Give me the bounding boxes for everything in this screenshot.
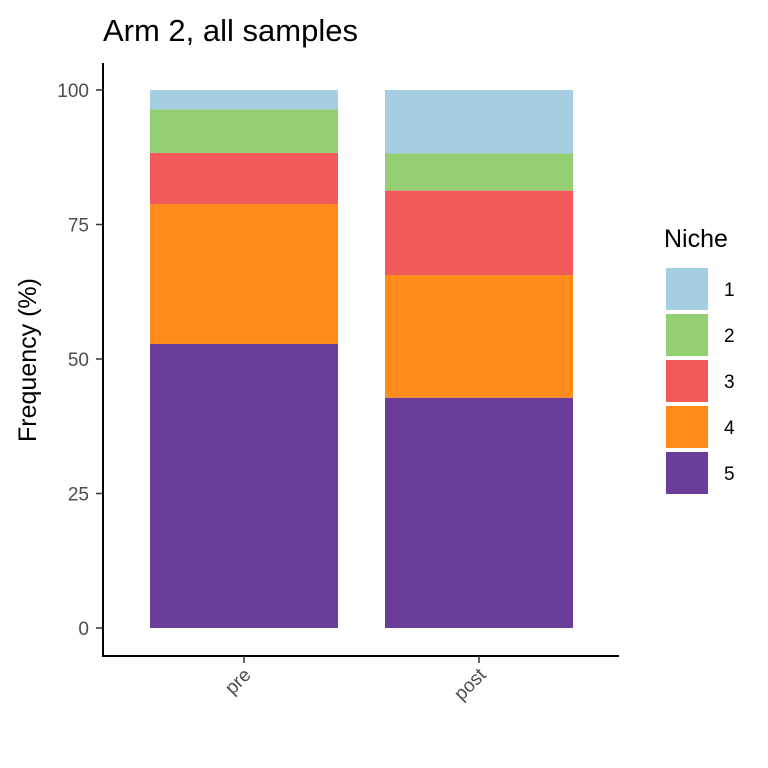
- legend-label-2: 2: [724, 326, 735, 347]
- legend-label-4: 4: [724, 418, 735, 439]
- y-tick-label: 0: [78, 619, 89, 640]
- axes-group: [102, 63, 619, 657]
- y-tick-label: 75: [68, 216, 89, 237]
- legend-key-3: [666, 360, 708, 402]
- bar-pre-niche-4: [150, 204, 338, 344]
- bar-post-niche-1: [385, 90, 573, 154]
- y-tick-label: 50: [68, 350, 89, 371]
- x-tick-label-post: post: [450, 664, 491, 705]
- bar-post-niche-2: [385, 153, 573, 191]
- chart-title: Arm 2, all samples: [103, 13, 358, 48]
- legend-key-2: [666, 314, 708, 356]
- legend: Niche 1 2 3 4 5: [664, 225, 735, 494]
- bars-group: [150, 90, 573, 628]
- legend-key-5: [666, 452, 708, 494]
- y-tick-label: 25: [68, 485, 89, 506]
- bar-post-niche-4: [385, 275, 573, 398]
- x-tick-label-pre: pre: [221, 665, 255, 699]
- x-ticks-group: pre post: [221, 656, 491, 705]
- bar-post-niche-3: [385, 190, 573, 276]
- bar-pre-niche-2: [150, 109, 338, 153]
- legend-label-3: 3: [724, 372, 735, 393]
- legend-title: Niche: [664, 225, 728, 253]
- bar-pre-niche-5: [150, 343, 338, 628]
- legend-key-1: [666, 268, 708, 310]
- bar-post-niche-5: [385, 397, 573, 628]
- y-tick-label: 100: [57, 81, 89, 102]
- legend-key-4: [666, 406, 708, 448]
- y-ticks-group: 0 25 50 75 100: [57, 81, 103, 640]
- bar-pre-niche-3: [150, 152, 338, 205]
- legend-label-1: 1: [724, 280, 735, 301]
- bar-pre-niche-1: [150, 90, 338, 110]
- y-axis-label: Frequency (%): [14, 278, 42, 442]
- legend-label-5: 5: [724, 464, 735, 485]
